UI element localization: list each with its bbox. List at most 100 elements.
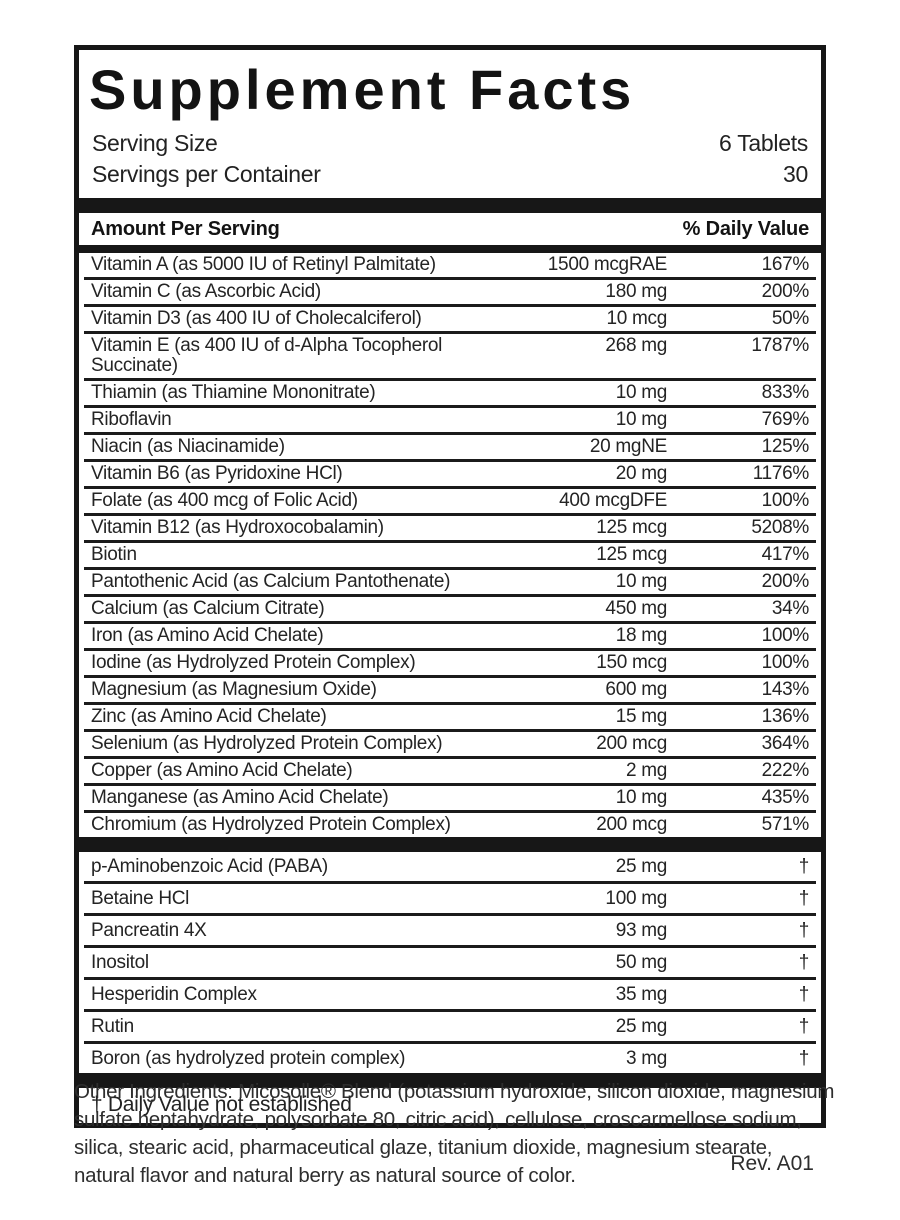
nutrient-name: Folate (as 400 mcg of Folic Acid) [91, 490, 358, 511]
nutrient-row: Vitamin E (as 400 IU of d-Alpha Tocopher… [84, 331, 816, 378]
nutrient-name: Copper (as Amino Acid Chelate) [91, 760, 353, 781]
nutrient-amount: 15 mg [615, 706, 668, 727]
nutrient-name: Vitamin C (as Ascorbic Acid) [91, 281, 321, 302]
nutrient-daily-value: 5208% [751, 517, 809, 538]
nutrient-amount: 35 mg [615, 984, 668, 1005]
nutrient-row: Copper (as Amino Acid Chelate) 2 mg 222% [84, 756, 816, 783]
nutrient-row: Boron (as hydrolyzed protein complex) 3 … [84, 1041, 816, 1073]
nutrient-row: Iron (as Amino Acid Chelate) 18 mg 100% [84, 621, 816, 648]
nutrient-name: Biotin [91, 544, 137, 565]
divider-bar-bottom [79, 1073, 821, 1088]
nutrient-amount: 150 mcg [596, 652, 667, 673]
nutrient-name: Pantothenic Acid (as Calcium Pantothenat… [91, 571, 451, 592]
nutrient-amount: 1500 mcgRAE [547, 254, 668, 275]
nutrient-row: Magnesium (as Magnesium Oxide) 600 mg 14… [84, 675, 816, 702]
nutrient-name: Manganese (as Amino Acid Chelate) [91, 787, 389, 808]
nutrient-row: Iodine (as Hydrolyzed Protein Complex) 1… [84, 648, 816, 675]
nutrient-amount: 10 mg [615, 382, 668, 403]
nutrient-daily-value: 136% [761, 706, 810, 727]
nutrient-row: p-Aminobenzoic Acid (PABA) 25 mg † [84, 852, 816, 881]
amount-per-serving-header: Amount Per Serving [91, 218, 280, 240]
nutrient-daily-value: 571% [761, 814, 810, 835]
nutrient-row: Biotin 125 mcg 417% [84, 540, 816, 567]
nutrient-amount: 3 mg [625, 1048, 667, 1069]
nutrient-amount: 600 mg [605, 679, 667, 700]
nutrient-daily-value: 100% [761, 652, 810, 673]
nutrient-name: Pancreatin 4X [91, 920, 207, 941]
nutrient-amount: 2 mg [625, 760, 667, 781]
nutrient-amount: 25 mg [615, 856, 668, 877]
revision-label: Rev. A01 [730, 1152, 814, 1175]
nutrient-row: Vitamin A (as 5000 IU of Retinyl Palmita… [84, 253, 816, 277]
nutrient-name: Vitamin B6 (as Pyridoxine HCl) [91, 463, 343, 484]
nutrient-daily-value: 435% [761, 787, 810, 808]
nutrient-daily-value: † [798, 1048, 810, 1069]
nutrient-name: Vitamin E (as 400 IU of d-Alpha Tocopher… [91, 335, 443, 376]
nutrient-row: Selenium (as Hydrolyzed Protein Complex)… [84, 729, 816, 756]
other-ingredients-text: Other Ingredients: Micosolle® Blend (pot… [74, 1080, 835, 1187]
nutrient-daily-value: † [798, 952, 810, 973]
serving-size-line: Serving Size 6 Tablets [92, 128, 808, 159]
servings-per-container-line: Servings per Container 30 [92, 159, 808, 190]
nutrient-amount: 93 mg [615, 920, 668, 941]
nutrient-amount: 10 mg [615, 409, 668, 430]
nutrient-row: Vitamin B12 (as Hydroxocobalamin) 125 mc… [84, 513, 816, 540]
nutrient-name: Vitamin A (as 5000 IU of Retinyl Palmita… [91, 254, 436, 275]
nutrient-amount: 10 mg [615, 787, 668, 808]
nutrient-name: Calcium (as Calcium Citrate) [91, 598, 325, 619]
servings-per-container-label: Servings per Container [92, 161, 321, 187]
nutrient-row: Manganese (as Amino Acid Chelate) 10 mg … [84, 783, 816, 810]
serving-size-value: 6 Tablets [719, 130, 808, 156]
nutrient-row: Thiamin (as Thiamine Mononitrate) 10 mg … [84, 378, 816, 405]
nutrient-row: Riboflavin 10 mg 769% [84, 405, 816, 432]
nutrient-daily-value: 100% [761, 625, 810, 646]
nutrient-daily-value: 833% [761, 382, 810, 403]
nutrient-row: Vitamin B6 (as Pyridoxine HCl) 20 mg 117… [84, 459, 816, 486]
nutrient-amount: 125 mcg [596, 517, 667, 538]
nutrient-amount: 450 mg [605, 598, 667, 619]
serving-info: Serving Size 6 Tablets Servings per Cont… [79, 122, 821, 198]
nutrient-amount: 20 mg [615, 463, 668, 484]
nutrient-name: Vitamin B12 (as Hydroxocobalamin) [91, 517, 384, 538]
nutrient-row: Pantothenic Acid (as Calcium Pantothenat… [84, 567, 816, 594]
nutrient-amount: 200 mcg [596, 733, 667, 754]
nutrient-daily-value: 125% [761, 436, 810, 457]
nutrient-amount: 10 mg [615, 571, 668, 592]
nutrient-daily-value: 167% [761, 254, 810, 275]
nutrient-row: Zinc (as Amino Acid Chelate) 15 mg 136% [84, 702, 816, 729]
nutrient-row: Pancreatin 4X 93 mg † [84, 913, 816, 945]
nutrient-daily-value: 364% [761, 733, 810, 754]
nutrient-name: Betaine HCl [91, 888, 190, 909]
nutrient-daily-value: † [798, 856, 810, 877]
nutrient-amount: 125 mcg [596, 544, 667, 565]
panel-title: Supplement Facts [89, 58, 636, 121]
nutrient-name: Thiamin (as Thiamine Mononitrate) [91, 382, 376, 403]
divider-bar-header [79, 245, 821, 253]
nutrient-amount: 200 mcg [596, 814, 667, 835]
nutrient-name: Niacin (as Niacinamide) [91, 436, 285, 457]
nutrient-name: Hesperidin Complex [91, 984, 257, 1005]
nutrient-name: Selenium (as Hydrolyzed Protein Complex) [91, 733, 443, 754]
nutrient-amount: 50 mg [615, 952, 668, 973]
nutrient-name: Riboflavin [91, 409, 172, 430]
nutrient-row: Calcium (as Calcium Citrate) 450 mg 34% [84, 594, 816, 621]
nutrient-name: Chromium (as Hydrolyzed Protein Complex) [91, 814, 451, 835]
nutrient-daily-value: 222% [761, 760, 810, 781]
nutrient-amount: 100 mg [605, 888, 667, 909]
servings-per-container-value: 30 [783, 161, 808, 187]
nutrient-daily-value: 200% [761, 571, 810, 592]
nutrient-name: Zinc (as Amino Acid Chelate) [91, 706, 327, 727]
nutrient-daily-value: † [798, 920, 810, 941]
nutrient-amount: 25 mg [615, 1016, 668, 1037]
nutrient-amount: 18 mg [615, 625, 668, 646]
nutrient-amount: 10 mcg [606, 308, 667, 329]
nutrient-daily-value: 417% [761, 544, 810, 565]
nutrient-daily-value: 50% [771, 308, 809, 329]
nutrient-daily-value: 1176% [752, 463, 810, 484]
nutrient-row: Chromium (as Hydrolyzed Protein Complex)… [84, 810, 816, 837]
nutrient-name: Boron (as hydrolyzed protein complex) [91, 1048, 406, 1069]
supplement-facts-panel: Supplement Facts Serving Size 6 Tablets … [74, 45, 826, 1128]
serving-size-label: Serving Size [92, 130, 218, 156]
percent-daily-value-header: % Daily Value [682, 218, 810, 240]
